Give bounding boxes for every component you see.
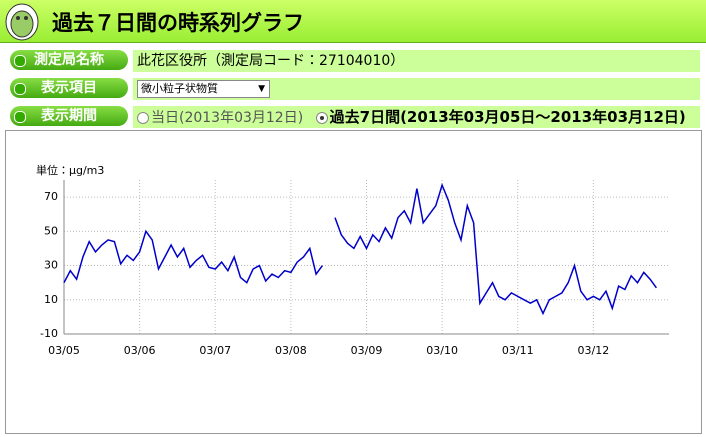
radio-today[interactable] xyxy=(137,112,149,124)
y-tick-label: 10 xyxy=(44,293,58,306)
radio-label[interactable]: 当日(2013年03月12日) xyxy=(151,110,304,126)
radio-week[interactable] xyxy=(315,112,328,124)
item-label: 表示項目 xyxy=(10,78,128,98)
label-text: 測定局名称 xyxy=(34,52,104,68)
select-text: 微小粒子状物質 xyxy=(141,82,218,95)
x-tick-label: 03/11 xyxy=(502,344,534,357)
station-value: 此花区役所（測定局コード：27104010） xyxy=(133,50,700,72)
radio-label[interactable]: 過去7日間(2013年03月05日～2013年03月12日) xyxy=(329,108,686,126)
x-tick-label: 03/12 xyxy=(578,344,610,357)
item-row: 表示項目 微小粒子状物質 ▼ xyxy=(0,78,706,100)
y-tick-label: 30 xyxy=(44,259,58,272)
station-row: 測定局名称 此花区役所（測定局コード：27104010） xyxy=(0,50,706,72)
x-tick-label: 03/10 xyxy=(426,344,458,357)
x-tick-label: 03/09 xyxy=(351,344,383,357)
x-tick-label: 03/05 xyxy=(48,344,80,357)
x-tick-label: 03/08 xyxy=(275,344,307,357)
period-label: 表示期間 xyxy=(10,106,128,126)
chart-box: 単位：μg/m3 -10 10 30 50 70 03/05 03/06 03/07 03/08… xyxy=(5,130,702,434)
item-cell: 微小粒子状物質 ▼ xyxy=(133,78,700,100)
label-text: 表示項目 xyxy=(41,80,97,96)
y-axis-label: 単位：μg/m3 xyxy=(36,163,104,177)
x-tick-label: 03/06 xyxy=(124,344,156,357)
y-tick-label: 70 xyxy=(44,190,58,203)
label-text: 表示期間 xyxy=(41,108,97,124)
data-line xyxy=(63,182,658,316)
item-select[interactable]: 微小粒子状物質 ▼ xyxy=(137,80,270,98)
page-title: 過去７日間の時系列グラフ xyxy=(52,11,304,35)
x-tick-label: 03/07 xyxy=(199,344,231,357)
logo-icon xyxy=(5,3,39,41)
period-cell: 当日(2013年03月12日) 過去7日間(2013年03月05日～2013年0… xyxy=(133,106,700,128)
station-label: 測定局名称 xyxy=(10,50,128,70)
chart: 単位：μg/m3 -10 10 30 50 70 03/05 03/06 03/07 03/08… xyxy=(36,163,669,357)
header: 過去７日間の時系列グラフ xyxy=(0,0,706,43)
y-tick-label: 50 xyxy=(44,224,58,237)
period-row: 表示期間 当日(2013年03月12日) 過去7日間(2013年03月05日～2… xyxy=(0,106,706,128)
y-tick-label: -10 xyxy=(40,327,58,340)
